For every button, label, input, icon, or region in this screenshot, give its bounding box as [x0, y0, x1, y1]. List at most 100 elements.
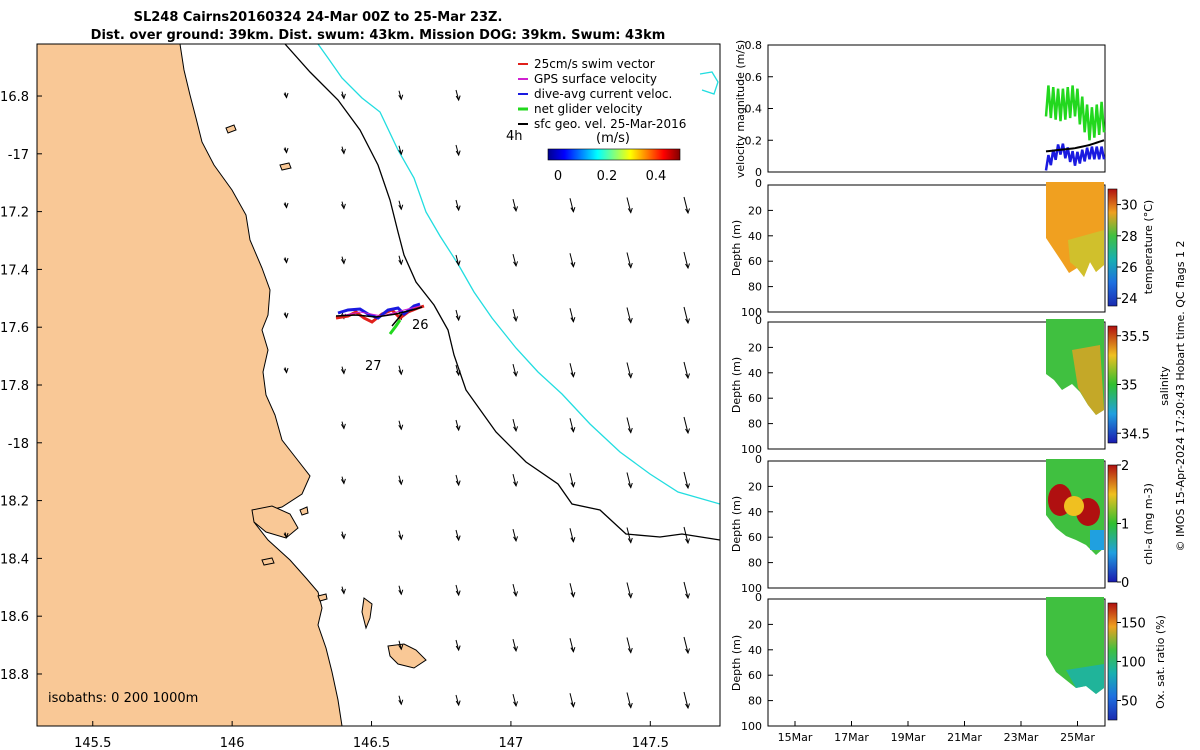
day-label-4h: 4h — [506, 129, 523, 144]
legend: 25cm/s swim vector GPS surface velocity … — [518, 57, 686, 184]
sfc-geo-arrow — [455, 419, 460, 431]
glider-path-segment — [391, 313, 403, 327]
sfc-geo-arrowhead — [685, 648, 690, 655]
oxygen-colorbar-label: Ox. sat. ratio (%) — [1154, 615, 1167, 709]
sfc-geo-arrowhead — [340, 478, 346, 485]
map-x-tick-label: 147.5 — [632, 736, 669, 750]
sfc-geo-arrow — [569, 308, 574, 322]
depth-tick-label: 60 — [748, 669, 762, 682]
sfc-geo-arrowhead — [283, 257, 289, 264]
sfc-geo-arrowhead — [685, 593, 690, 600]
sfc-geo-arrowhead — [627, 207, 633, 214]
island — [251, 505, 299, 539]
map-y-tick-label: 18.6 — [0, 610, 29, 625]
time-tick-label: 15Mar — [778, 731, 813, 744]
sfc-geo-arrow — [512, 419, 517, 431]
map-y-tick-label: -18 — [8, 437, 29, 452]
depth-tick-label: 100 — [741, 582, 762, 595]
map-y-tick-label: 18.2 — [0, 495, 29, 510]
colorbar-tick-label: 1 — [1121, 518, 1129, 533]
colorbar-tick-label: 30 — [1121, 199, 1138, 214]
sfc-geo-arrowhead — [685, 263, 690, 270]
colorbar-tick-label: 28 — [1121, 230, 1138, 245]
depth-axis-label: Depth (m) — [730, 496, 743, 552]
sfc-geo-arrow — [455, 199, 460, 211]
map-y-tick-label: 18.4 — [0, 552, 29, 567]
sfc-geo-arrowhead — [685, 538, 690, 545]
temperature-colorbar — [1107, 188, 1118, 307]
depth-tick-label: 60 — [748, 392, 762, 405]
depth-tick-label: 20 — [748, 480, 762, 493]
velocity-line — [1045, 139, 1105, 153]
sfc-geo-arrow — [569, 693, 574, 707]
depth-tick-label: 100 — [741, 306, 762, 319]
colorbar-tick: 0.2 — [597, 169, 618, 184]
sfc-geo-arrowhead — [398, 589, 404, 596]
day-label-26: 26 — [412, 318, 429, 333]
velocity-line — [1044, 143, 1106, 171]
sfc-geo-arrowhead — [398, 699, 404, 706]
sfc-geo-arrow — [512, 529, 517, 541]
depth-axis-label: Depth (m) — [730, 635, 743, 691]
sfc-geo-arrowhead — [570, 207, 576, 213]
isobath-1000m-eddy — [699, 71, 719, 95]
sfc-geo-arrowhead — [513, 701, 519, 708]
sfc-geo-arrow — [569, 418, 574, 432]
depth-ticks: 0 20 40 60 80 100 Depth (m) 0 20 40 60 80 100 Depth (… — [730, 177, 773, 733]
map-y-tick-label: 18.8 — [0, 668, 29, 683]
legend-label-swim: 25cm/s swim vector — [534, 57, 655, 71]
colorbar-tick-label: 100 — [1121, 656, 1146, 671]
sfc-geo-arrowhead — [685, 318, 690, 325]
map-y-tick-label: 17.2 — [0, 206, 29, 221]
sfc-geo-arrowhead — [627, 482, 633, 489]
sfc-geo-arrow — [512, 639, 517, 651]
sfc-geo-arrowhead — [283, 367, 289, 374]
sfc-geo-arrow — [683, 526, 689, 544]
sfc-geo-arrowhead — [283, 92, 289, 99]
sfc-geo-arrowhead — [398, 369, 404, 376]
colorbar-ticks: 24 26 28 30 34.5 35 35.5 0 1 2 50 100 150 — [1117, 199, 1150, 710]
reef — [317, 593, 328, 602]
sfc-geo-arrowhead — [455, 425, 461, 432]
sfc-geo-arrow — [683, 251, 689, 269]
sfc-geo-arrowhead — [455, 205, 461, 212]
sfc-geo-arrow — [455, 529, 460, 541]
sfc-geo-arrowhead — [340, 368, 346, 375]
sfc-geo-arrowhead — [398, 259, 404, 266]
sfc-geo-arrowhead — [283, 312, 289, 319]
sfc-geo-arrowhead — [455, 370, 461, 377]
map-y-tick-label: 17.6 — [0, 321, 29, 336]
sfc-geo-arrow — [512, 584, 517, 596]
sfc-geo-arrow — [455, 694, 460, 706]
sfc-geo-arrowhead — [455, 590, 461, 597]
sfc-geo-arrow — [569, 583, 574, 597]
colorbar-tick-label: 2 — [1121, 459, 1129, 474]
sfc-geo-arrowhead — [340, 533, 346, 540]
time-tick-label: 17Mar — [834, 731, 869, 744]
sfc-geo-arrowhead — [455, 480, 461, 487]
sfc-geo-arrowhead — [627, 537, 633, 544]
map-x-tick-label: 147 — [499, 736, 524, 750]
sfc-geo-arrow — [512, 199, 517, 211]
colorbar-tick-label: 0 — [1121, 576, 1129, 591]
depth-tick-label: 0 — [755, 591, 762, 604]
depth-tick-label: 100 — [741, 720, 762, 733]
temperature-colorbar-label: temperature (°C) — [1142, 200, 1155, 294]
legend-label-current: dive-avg current veloc. — [534, 87, 672, 101]
sfc-geo-arrow — [569, 363, 574, 377]
colorbar-tick: 0.4 — [646, 169, 667, 184]
oxygen-colorbar — [1107, 602, 1118, 721]
velocity-y-tick-label: 0.8 — [745, 39, 763, 52]
velocity-line — [1044, 85, 1106, 141]
sfc-geo-arrowhead — [685, 483, 690, 490]
depth-tick-label: 0 — [755, 453, 762, 466]
map-x-ticks: 145.5 146 146.5 147 147.5 — [74, 721, 669, 750]
sfc-geo-arrow — [683, 361, 689, 379]
velocity-y-tick-label: 0.4 — [745, 103, 763, 116]
map-panel: 4h 26 27 isobaths: 0 200 1000m 16.8 -17 17… — [0, 43, 721, 750]
sfc-geo-arrowhead — [513, 261, 519, 268]
sfc-geo-arrow — [683, 636, 689, 654]
sfc-geo-arrow — [569, 198, 574, 212]
sfc-geo-arrow — [626, 307, 632, 323]
